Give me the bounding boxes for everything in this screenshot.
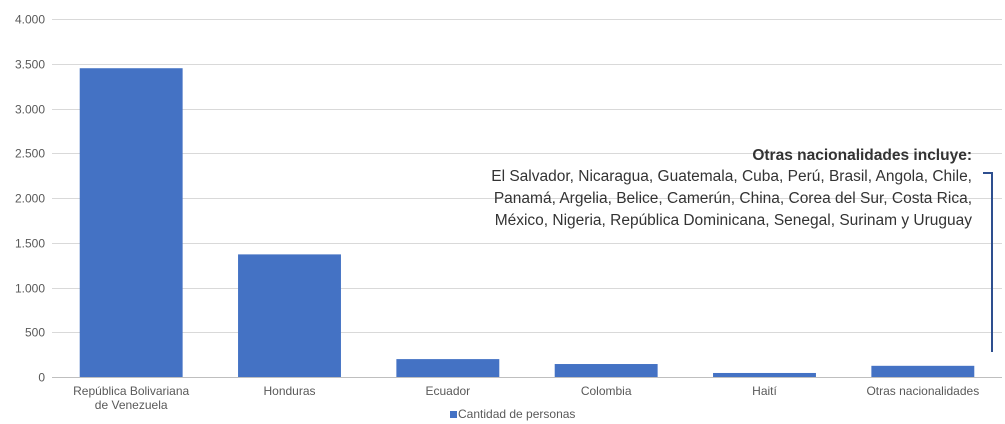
y-tick-label: 1.500 — [15, 237, 45, 251]
bar — [554, 364, 658, 377]
y-tick-label: 4.000 — [15, 13, 45, 27]
x-category-label-line: Honduras — [263, 384, 315, 398]
gridlines — [52, 19, 1002, 378]
note-line: El Salvador, Nicaragua, Guatemala, Cuba,… — [491, 168, 972, 185]
x-category-label-line: Haití — [752, 384, 777, 398]
bar — [79, 68, 183, 377]
x-category-label-line: Colombia — [581, 384, 632, 398]
other-nationalities-note: Otras nacionalidades incluye: El Salvado… — [440, 146, 972, 232]
note-title: Otras nacionalidades incluye: — [752, 147, 972, 164]
bar — [238, 254, 341, 377]
x-category-label-line: República Bolivariana — [73, 384, 189, 398]
bar — [871, 365, 975, 377]
legend: Cantidad de personas — [450, 407, 575, 421]
legend-label: Cantidad de personas — [458, 407, 575, 421]
y-tick-label: 1.000 — [15, 282, 45, 296]
y-tick-label: 3.500 — [15, 58, 45, 72]
x-category-label-line: Otras nacionalidades — [866, 384, 979, 398]
x-category-label-line: Ecuador — [425, 384, 470, 398]
y-axis-ticks: 0 500 1.000 1.500 2.000 2.500 3.000 3.500 4.000 — [15, 13, 45, 385]
x-category-label: República Bolivariana de Venezuela — [73, 384, 189, 412]
x-axis-categories: República Bolivariana de Venezuela Hondura… — [73, 384, 979, 412]
x-category-label: Honduras — [263, 384, 315, 398]
x-category-label-line: de Venezuela — [95, 398, 168, 412]
x-category-label: Colombia — [581, 384, 632, 398]
y-tick-label: 500 — [25, 326, 45, 340]
note-line: Panamá, Argelia, Belice, Camerún, China,… — [493, 190, 972, 207]
y-tick-label: 2.500 — [15, 147, 45, 161]
y-tick-label: 0 — [38, 371, 45, 385]
y-tick-label: 2.000 — [15, 192, 45, 206]
legend-swatch — [450, 411, 457, 418]
x-category-label: Haití — [752, 384, 777, 398]
bar — [713, 372, 816, 377]
x-category-label: Otras nacionalidades — [866, 384, 979, 398]
note-line: México, Nigeria, República Dominicana, S… — [494, 212, 972, 229]
note-bracket — [983, 172, 993, 352]
y-tick-label: 3.000 — [15, 103, 45, 117]
x-category-label: Ecuador — [425, 384, 470, 398]
bars — [79, 68, 975, 377]
bar — [396, 359, 500, 377]
note-body: El Salvador, Nicaragua, Guatemala, Cuba,… — [440, 166, 972, 232]
